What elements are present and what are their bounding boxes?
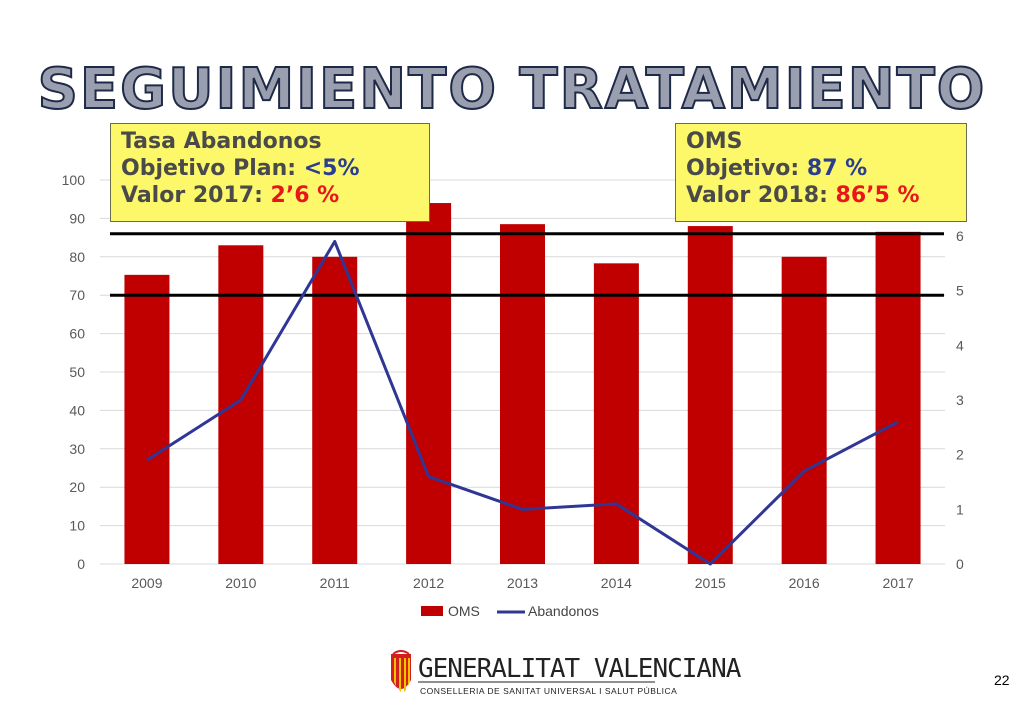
logo-subtitle: CONSELLERIA DE SANITAT UNIVERSAL I SALUT… <box>420 686 678 696</box>
coat-of-arms-icon <box>391 650 411 692</box>
legend-swatch-oms <box>421 606 443 616</box>
x-tick-label: 2017 <box>882 575 913 591</box>
bar-oms-2010 <box>218 245 264 564</box>
y-left-tick-label: 10 <box>69 518 85 534</box>
page-number: 22 <box>994 672 1010 688</box>
legend-label-abandonos: Abandonos <box>528 603 599 619</box>
y-left-tick-label: 100 <box>62 172 86 188</box>
bar-oms-2016 <box>781 256 827 564</box>
y-right-tick-label: 5 <box>956 283 964 299</box>
note-abandonos-objective-value: <5% <box>303 156 360 181</box>
slide-title: SEGUIMIENTO TRATAMIENTO <box>37 57 987 123</box>
note-oms-objective-value: 87 % <box>806 156 868 181</box>
y-left-tick-label: 30 <box>69 441 85 457</box>
note-abandonos-value-label: Valor 2017: <box>121 183 271 208</box>
y-left-tick-label: 0 <box>77 556 85 572</box>
y-left-tick-label: 60 <box>69 326 85 342</box>
y-left-tick-label: 50 <box>69 364 85 380</box>
abandonos-line <box>146 239 899 566</box>
legend-label-oms: OMS <box>448 603 480 619</box>
note-oms-objective-label: Objetivo: <box>686 156 807 181</box>
reference-lines <box>110 232 944 297</box>
x-tick-label: 2009 <box>131 575 162 591</box>
series-line-abandonos <box>146 239 899 566</box>
note-abandonos-objective-label: Objetivo Plan: <box>121 156 304 181</box>
y-right-tick-label: 3 <box>956 392 964 408</box>
right-axis-ticks: 0 1 2 3 4 5 6 <box>956 228 964 572</box>
bar-oms-2017 <box>875 231 921 564</box>
y-right-tick-label: 0 <box>956 556 964 572</box>
y-right-tick-label: 1 <box>956 501 964 517</box>
note-abandonos: Tasa Abandonos Objetivo Plan: <5% Valor … <box>110 123 430 222</box>
y-left-tick-label: 90 <box>69 210 85 226</box>
note-abandonos-value: 2’6 % <box>270 183 340 208</box>
x-axis-ticks: 2009 2010 2011 2012 2013 2014 2015 2016 2017 <box>131 575 913 591</box>
x-tick-label: 2010 <box>225 575 256 591</box>
y-right-tick-label: 6 <box>956 228 964 244</box>
y-right-tick-label: 2 <box>956 447 964 463</box>
left-axis-ticks: 0 10 20 30 40 50 60 70 80 90 100 <box>62 172 86 572</box>
y-left-tick-label: 20 <box>69 479 85 495</box>
x-tick-label: 2012 <box>413 575 444 591</box>
bar-oms-2009 <box>124 274 170 564</box>
x-tick-label: 2013 <box>507 575 538 591</box>
logo-name: GENERALITAT VALENCIANA <box>418 654 741 684</box>
x-tick-label: 2011 <box>320 575 350 591</box>
note-oms: OMS Objetivo: 87 % Valor 2018: 86’5 % <box>675 123 967 222</box>
note-oms-title: OMS <box>686 129 743 154</box>
x-tick-label: 2015 <box>695 575 726 591</box>
x-tick-label: 2014 <box>601 575 632 591</box>
bar-oms-2013 <box>500 224 545 564</box>
y-left-tick-label: 40 <box>69 402 85 418</box>
y-left-tick-label: 70 <box>69 287 85 303</box>
note-oms-value-label: Valor 2018: <box>686 183 836 208</box>
bar-oms-2015 <box>687 226 733 564</box>
y-left-tick-label: 80 <box>69 249 85 265</box>
bar-oms-2012 <box>406 203 452 565</box>
bar-oms-2014 <box>593 263 639 564</box>
generalitat-logo <box>391 650 655 692</box>
legend <box>421 606 525 616</box>
bar-oms-2011 <box>312 256 358 564</box>
y-right-tick-label: 4 <box>956 337 964 353</box>
note-abandonos-title: Tasa Abandonos <box>121 129 322 154</box>
note-oms-value: 86’5 % <box>835 183 920 208</box>
x-tick-label: 2016 <box>789 575 820 591</box>
